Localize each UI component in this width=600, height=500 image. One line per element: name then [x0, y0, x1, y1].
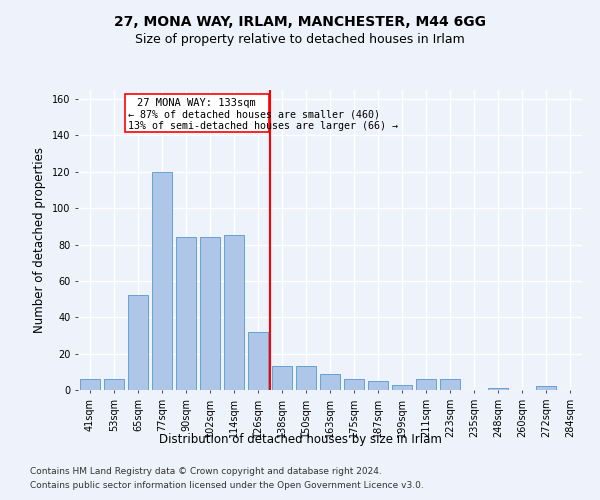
- Text: Size of property relative to detached houses in Irlam: Size of property relative to detached ho…: [135, 32, 465, 46]
- Bar: [368, 381, 388, 390]
- Bar: [536, 386, 556, 390]
- Bar: [320, 374, 340, 390]
- Bar: [176, 238, 196, 390]
- Text: Contains public sector information licensed under the Open Government Licence v3: Contains public sector information licen…: [30, 481, 424, 490]
- Bar: [152, 172, 172, 390]
- FancyBboxPatch shape: [125, 94, 269, 132]
- Text: 27 MONA WAY: 133sqm: 27 MONA WAY: 133sqm: [137, 98, 256, 108]
- Bar: [344, 379, 364, 390]
- Text: 27, MONA WAY, IRLAM, MANCHESTER, M44 6GG: 27, MONA WAY, IRLAM, MANCHESTER, M44 6GG: [114, 15, 486, 29]
- Y-axis label: Number of detached properties: Number of detached properties: [34, 147, 46, 333]
- Bar: [392, 384, 412, 390]
- Bar: [104, 379, 124, 390]
- Text: Distribution of detached houses by size in Irlam: Distribution of detached houses by size …: [158, 432, 442, 446]
- Text: ← 87% of detached houses are smaller (460): ← 87% of detached houses are smaller (46…: [128, 109, 380, 119]
- Bar: [224, 236, 244, 390]
- Text: Contains HM Land Registry data © Crown copyright and database right 2024.: Contains HM Land Registry data © Crown c…: [30, 467, 382, 476]
- Bar: [248, 332, 268, 390]
- Bar: [80, 379, 100, 390]
- Bar: [440, 379, 460, 390]
- Bar: [488, 388, 508, 390]
- Bar: [272, 366, 292, 390]
- Bar: [128, 296, 148, 390]
- Bar: [200, 238, 220, 390]
- Bar: [296, 366, 316, 390]
- Text: 13% of semi-detached houses are larger (66) →: 13% of semi-detached houses are larger (…: [128, 121, 398, 131]
- Bar: [416, 379, 436, 390]
